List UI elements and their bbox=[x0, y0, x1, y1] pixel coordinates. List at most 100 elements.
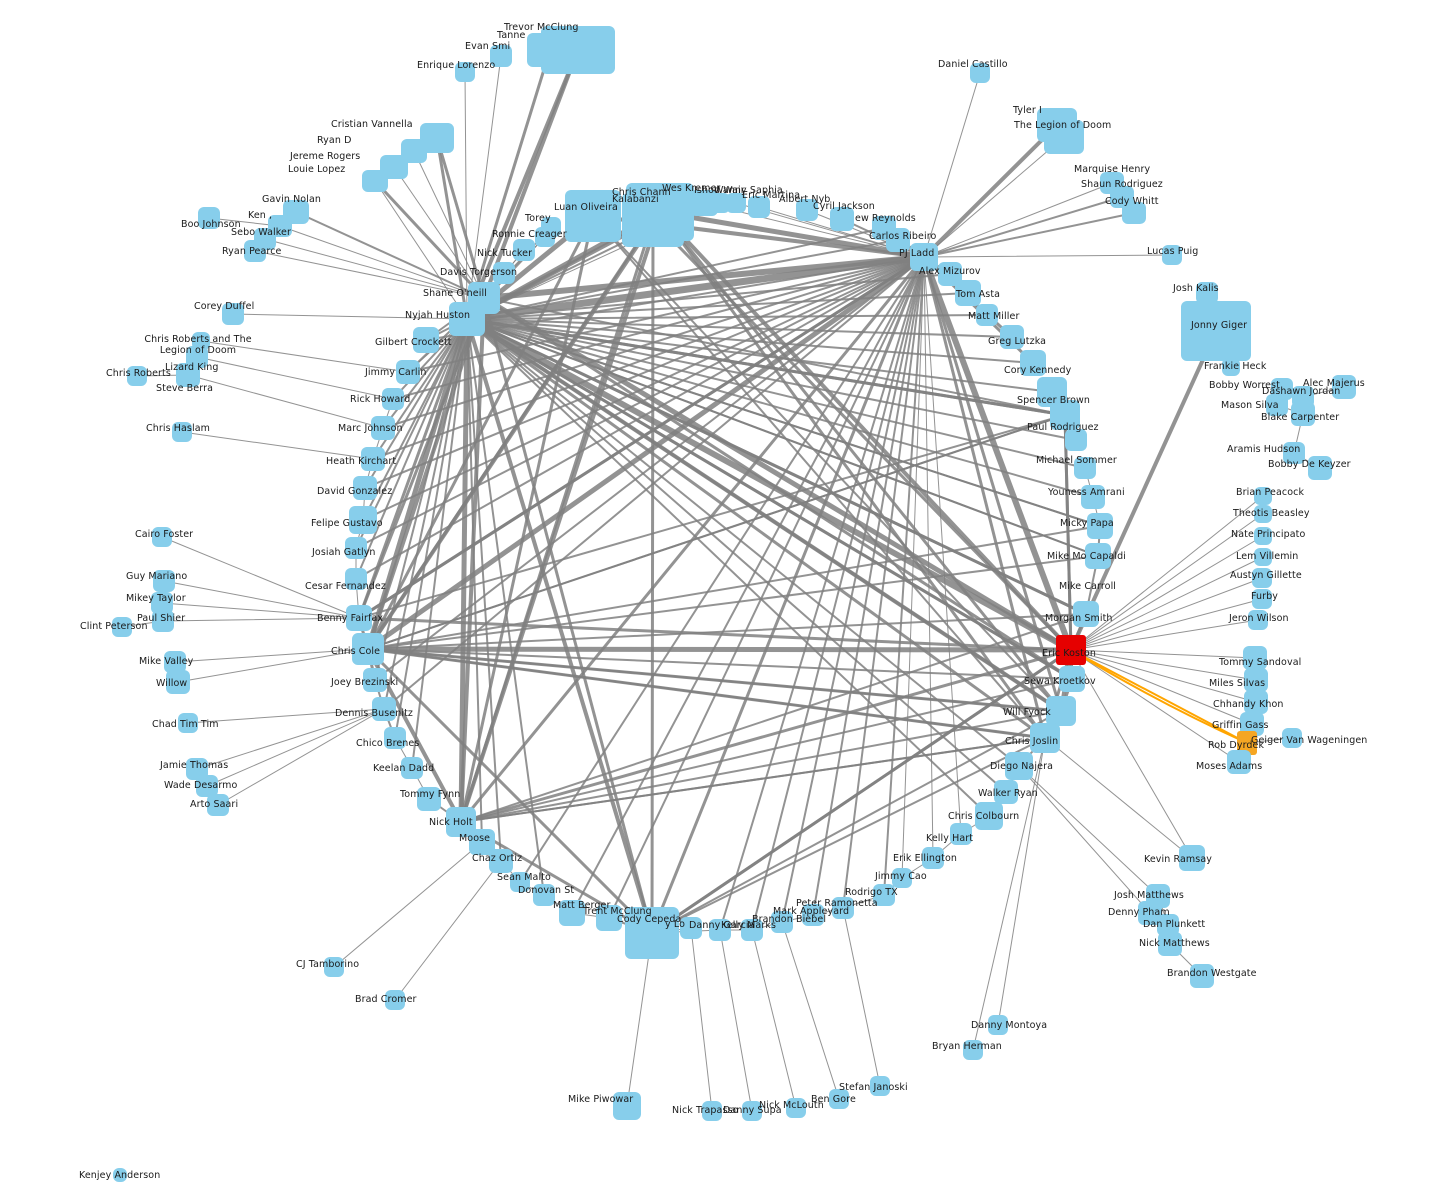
graph-node-guy-mariano[interactable] bbox=[153, 570, 175, 592]
graph-node-diego-najera[interactable] bbox=[1005, 752, 1033, 780]
graph-node-walker-ryan[interactable] bbox=[994, 780, 1018, 804]
graph-node-josh-kalis[interactable] bbox=[1196, 282, 1218, 304]
graph-node-david-gonzalez[interactable] bbox=[353, 476, 377, 500]
graph-node-gilbert-crockett[interactable] bbox=[413, 327, 439, 353]
graph-node-mike-carroll[interactable] bbox=[1085, 543, 1111, 569]
graph-node-greg-lutzka[interactable] bbox=[1000, 325, 1024, 349]
graph-node-ishod-wair[interactable] bbox=[708, 193, 730, 213]
graph-node-cairo-foster[interactable] bbox=[152, 527, 172, 547]
graph-node-youness-amrani[interactable] bbox=[1074, 457, 1096, 479]
graph-node-bryan-herman[interactable] bbox=[963, 1040, 983, 1060]
graph-node-louie-lopez[interactable] bbox=[362, 170, 388, 192]
graph-node-albert-nyb[interactable] bbox=[796, 199, 818, 221]
graph-node-wade-desarmo[interactable] bbox=[196, 775, 218, 797]
graph-node-dennis-busenitz[interactable] bbox=[372, 697, 396, 721]
graph-node-felipe-gustavo[interactable] bbox=[349, 506, 377, 534]
graph-node-mike-valley[interactable] bbox=[164, 651, 186, 673]
graph-node-sewa-kroetkov[interactable] bbox=[1059, 666, 1085, 692]
graph-node-nate-principato[interactable] bbox=[1254, 527, 1272, 545]
graph-node-cesar-fernandez[interactable] bbox=[345, 568, 367, 590]
graph-node-arto-saari[interactable] bbox=[207, 794, 229, 816]
graph-node-lem-villemin[interactable] bbox=[1254, 548, 1272, 566]
graph-node-dan-plunkett[interactable] bbox=[1157, 914, 1179, 936]
graph-node-miles-silvas[interactable] bbox=[1244, 668, 1268, 692]
graph-node-morgan-smith[interactable] bbox=[1073, 601, 1099, 627]
graph-node-steve-berra[interactable] bbox=[176, 363, 200, 387]
graph-node-brandon-biebel[interactable] bbox=[771, 911, 793, 933]
graph-node-lizard-king[interactable] bbox=[186, 346, 208, 368]
graph-node-chris-cole[interactable] bbox=[352, 633, 384, 665]
graph-node-will-fyock[interactable] bbox=[1046, 696, 1076, 726]
graph-node-stefan-janoski[interactable] bbox=[870, 1076, 890, 1096]
graph-node-heath-kirchart[interactable] bbox=[361, 447, 385, 471]
graph-node-ben-gore[interactable] bbox=[829, 1089, 849, 1109]
graph-node-matt-berger[interactable] bbox=[559, 900, 585, 926]
graph-node-chaz-ortiz[interactable] bbox=[489, 849, 513, 873]
graph-node-tommy-sandoval[interactable] bbox=[1243, 646, 1267, 670]
graph-node-josiah-gatlyn[interactable] bbox=[345, 537, 367, 559]
graph-node-enrique-lorenzo[interactable] bbox=[455, 62, 475, 82]
graph-node-paul-rodriguez[interactable] bbox=[1050, 400, 1080, 430]
graph-node-peter-ramonetta[interactable] bbox=[832, 897, 854, 919]
graph-node-chhandy-khon[interactable] bbox=[1244, 690, 1268, 714]
graph-node-blake-carpenter[interactable] bbox=[1291, 402, 1315, 426]
graph-node-jamie-thomas[interactable] bbox=[186, 758, 208, 780]
graph-node-joey-brezinski[interactable] bbox=[363, 668, 387, 692]
graph-node-nyjah-huston[interactable] bbox=[449, 302, 485, 336]
graph-node-kelly-marks[interactable] bbox=[741, 919, 763, 941]
graph-node-brad-cromer[interactable] bbox=[385, 990, 405, 1010]
graph-node-mason-silva[interactable] bbox=[1266, 394, 1288, 416]
graph-node-nick-tucker[interactable] bbox=[513, 239, 535, 261]
graph-node-chris-roberts[interactable] bbox=[127, 366, 147, 386]
graph-node-brian-peacock[interactable] bbox=[1254, 487, 1272, 505]
graph-node-mark-appleyard[interactable] bbox=[802, 904, 824, 926]
graph-node-wanny-saphia[interactable] bbox=[726, 193, 746, 213]
graph-node-micky-papa[interactable] bbox=[1081, 485, 1105, 509]
graph-node-austyn-gillette[interactable] bbox=[1252, 568, 1272, 588]
graph-node-tom-asta[interactable] bbox=[955, 280, 981, 306]
graph-node-donovan-st[interactable] bbox=[533, 884, 555, 906]
graph-node-carlos-ribeiro[interactable] bbox=[886, 228, 910, 252]
graph-node-paul-shier[interactable] bbox=[152, 610, 174, 632]
graph-node-clint-peterson[interactable] bbox=[112, 617, 132, 637]
graph-node-davis-torgerson[interactable] bbox=[493, 262, 515, 284]
graph-node-nick-matthews[interactable] bbox=[1158, 932, 1182, 956]
graph-node-pj-ladd[interactable] bbox=[910, 243, 938, 271]
graph-node-jonny-giger[interactable] bbox=[1181, 301, 1251, 361]
graph-node-cyril-jackson[interactable] bbox=[830, 207, 854, 231]
graph-node-marc-johnson[interactable] bbox=[371, 416, 395, 440]
graph-node-erik-ellington[interactable] bbox=[922, 847, 944, 869]
graph-node-danny-supa[interactable] bbox=[742, 1101, 762, 1121]
graph-node-rodrigo-tx[interactable] bbox=[873, 884, 895, 906]
graph-node-brandon-westgate[interactable] bbox=[1190, 964, 1214, 988]
graph-node-evan-smi[interactable] bbox=[490, 45, 512, 67]
graph-node-benny-fairfax[interactable] bbox=[346, 605, 372, 631]
graph-node-ronnie-creager[interactable] bbox=[535, 227, 555, 247]
graph-node-willow[interactable] bbox=[166, 670, 190, 694]
graph-node-furby[interactable] bbox=[1252, 589, 1272, 609]
graph-node-rick-howard[interactable] bbox=[382, 388, 404, 410]
graph-node-sean-malto[interactable] bbox=[510, 872, 530, 892]
graph-node-boo-johnson[interactable] bbox=[198, 207, 220, 229]
graph-node-bobby-de-keyzer[interactable] bbox=[1308, 456, 1332, 480]
graph-node-kevin-ramsay[interactable] bbox=[1179, 845, 1205, 871]
graph-node-daniel-castillo[interactable] bbox=[970, 63, 990, 83]
graph-node-jimmy-cao[interactable] bbox=[892, 868, 912, 888]
graph-node-cory-kennedy[interactable] bbox=[1020, 350, 1046, 376]
graph-node-geiger-van-wageningen[interactable] bbox=[1282, 728, 1302, 748]
graph-node-nick-trapasso[interactable] bbox=[702, 1101, 722, 1121]
graph-node-aramis-hudson[interactable] bbox=[1283, 442, 1305, 464]
graph-node-moses-adams[interactable] bbox=[1227, 750, 1251, 774]
graph-node-the-legion-of-doom[interactable] bbox=[1044, 120, 1084, 154]
graph-node-frankie-heck[interactable] bbox=[1222, 358, 1240, 376]
graph-node-kelly-hart[interactable] bbox=[950, 823, 972, 845]
graph-node-y-lo[interactable] bbox=[680, 917, 702, 939]
graph-node-cody-whitt[interactable] bbox=[1122, 202, 1146, 224]
graph-node-jimmy-carlin[interactable] bbox=[396, 360, 420, 384]
graph-node-luan-oliveira[interactable] bbox=[565, 190, 621, 242]
graph-node-rob-dyrdek[interactable] bbox=[1237, 731, 1257, 755]
graph-node-mike-piwowar[interactable] bbox=[613, 1092, 641, 1120]
graph-node-trent-mcclung[interactable] bbox=[596, 905, 622, 931]
graph-node-kenjey-anderson[interactable] bbox=[113, 1168, 127, 1182]
